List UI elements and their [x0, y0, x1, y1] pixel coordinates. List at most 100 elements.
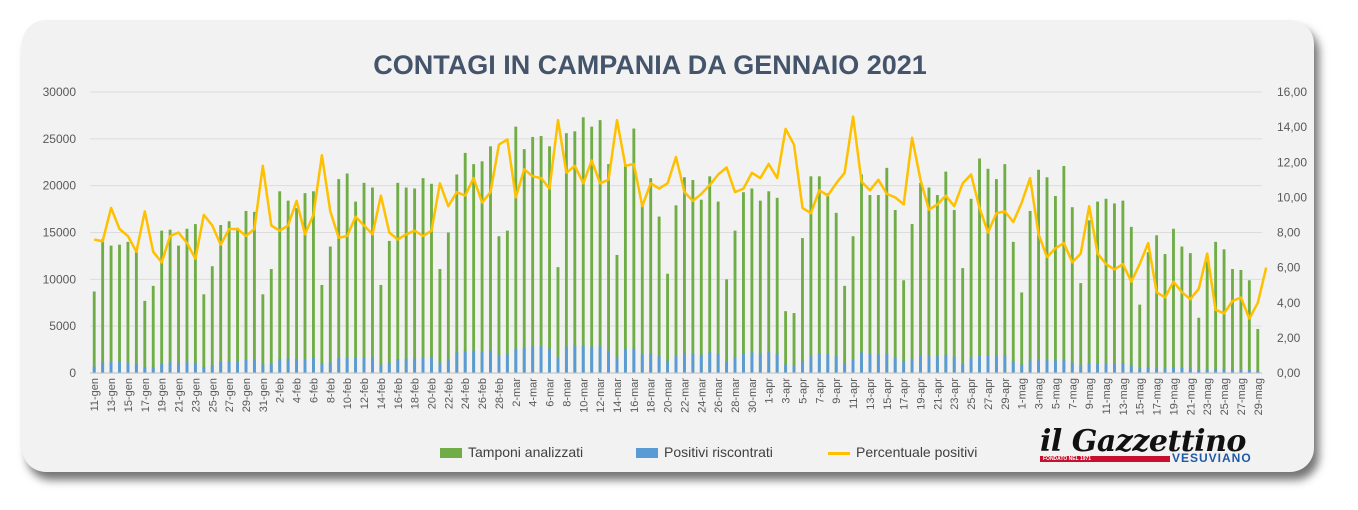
tamponi-bar: [1231, 269, 1234, 373]
tamponi-bar: [421, 178, 425, 373]
tamponi-bar: [379, 284, 383, 373]
chart-title: CONTAGI IN CAMPANIA DA GENNAIO 2021: [373, 50, 927, 80]
positivi-bar: [1121, 363, 1125, 373]
positivi-bar: [472, 350, 476, 373]
positivi-bar: [1003, 355, 1007, 373]
positivi-bar: [1205, 369, 1209, 373]
positivi-bar: [455, 352, 459, 373]
x-tick-label: 19-apr: [916, 378, 928, 410]
x-tick-label: 14-mar: [612, 378, 624, 413]
positivi-bar: [354, 358, 358, 373]
tamponi-bar: [185, 228, 189, 373]
tamponi-bar: [826, 193, 830, 373]
tamponi-bar: [666, 273, 670, 373]
positivi-bar: [851, 359, 855, 373]
positivi-bar: [775, 353, 779, 373]
y-tick-label: 0: [69, 366, 76, 380]
x-tick-label: 26-feb: [477, 378, 489, 409]
y-tick-label: 10000: [43, 272, 77, 286]
tamponi-bar: [699, 199, 703, 373]
x-tick-label: 21-gen: [174, 378, 186, 412]
positivi-bar: [337, 358, 341, 373]
tamponi-bar: [1104, 198, 1108, 373]
tamponi-bar: [817, 176, 821, 373]
positivi-bar: [1104, 363, 1108, 373]
positivi-bar: [1197, 369, 1201, 373]
positivi-bar: [893, 357, 897, 373]
x-tick-label: 21-mag: [1185, 378, 1197, 415]
tamponi-bar: [682, 177, 686, 373]
x-tick-label: 6-feb: [308, 378, 320, 403]
positivi-bar: [1129, 365, 1133, 373]
positivi-bar: [1231, 369, 1234, 373]
positivi-bar: [1062, 359, 1066, 373]
tamponi-bar: [742, 192, 745, 373]
y2-tick-label: 16,00: [1277, 85, 1307, 99]
positivi-bar: [261, 364, 265, 373]
positivi-bar: [430, 357, 433, 373]
tamponi-bar: [834, 212, 838, 373]
x-tick-label: 29-mag: [1253, 378, 1265, 415]
x-tick-label: 17-mag: [1152, 378, 1164, 415]
tamponi-bar: [472, 164, 476, 373]
tamponi-bar: [573, 131, 577, 373]
x-axis: 11-gen 13-gen 15-gen 17-gen 19-gen 21-gen 23-g…: [89, 372, 1265, 415]
tamponi-bar: [1239, 269, 1243, 373]
positivi-bar: [396, 358, 400, 373]
positivi-bar: [1180, 367, 1184, 373]
positivi-bar: [750, 352, 754, 373]
x-tick-label: 2-mar: [511, 378, 523, 407]
tamponi-bar: [227, 221, 231, 373]
x-tick-label: 23-gen: [190, 378, 202, 412]
x-tick-label: 15-apr: [882, 378, 894, 410]
tamponi-bar: [497, 236, 501, 373]
x-tick-label: 21-apr: [932, 378, 944, 410]
x-tick-label: 11-apr: [848, 378, 860, 409]
tamponi-bar: [438, 269, 442, 373]
tamponi-bar: [1053, 195, 1057, 373]
positivi-bar: [640, 354, 644, 373]
x-tick-label: 31-gen: [258, 378, 270, 412]
legend-positivi: Positivi riscontrati: [636, 444, 773, 460]
tamponi-bar: [286, 200, 290, 373]
x-tick-label: 5-mag: [1050, 378, 1062, 409]
positivi-bar: [623, 348, 627, 373]
positivi-bar: [843, 363, 847, 373]
tamponi-bar: [151, 285, 155, 373]
x-tick-label: 25-apr: [966, 378, 978, 410]
tamponi-bar: [691, 180, 695, 373]
positivi-bar: [666, 360, 670, 373]
tamponi-bar: [649, 178, 653, 373]
tamponi-bar: [809, 176, 813, 373]
positivi-bar: [1087, 362, 1091, 373]
tamponi-bar: [387, 240, 391, 373]
positivi-bar: [379, 364, 383, 373]
tamponi-bar: [969, 198, 973, 373]
y2-tick-label: 0,00: [1277, 366, 1301, 380]
x-tick-label: 15-gen: [123, 378, 135, 412]
tamponi-bar: [860, 174, 863, 373]
tamponi-bar: [252, 211, 256, 373]
positivi-bar: [699, 354, 703, 373]
tamponi-bar: [362, 182, 366, 373]
positivi-bar: [320, 363, 324, 373]
x-tick-label: 7-mag: [1067, 378, 1079, 409]
tamponi-bar: [430, 183, 433, 373]
positivi-bar: [312, 358, 315, 373]
x-tick-label: 5-apr: [798, 378, 810, 404]
tamponi-bar: [598, 120, 602, 373]
x-tick-label: 28-feb: [494, 378, 506, 409]
tamponi-bar: [1155, 235, 1159, 373]
positivi-bar: [421, 357, 425, 373]
tamponi-bar: [261, 294, 265, 373]
positivi-bar: [910, 358, 914, 373]
x-tick-label: 3-apr: [781, 378, 793, 404]
positivi-bar: [834, 356, 838, 373]
y2-tick-label: 4,00: [1277, 296, 1301, 310]
tamponi-bar: [607, 164, 610, 373]
legend-swatch-tamponi: [440, 448, 462, 459]
positivi-bar: [1037, 359, 1040, 373]
tamponi-bar: [278, 191, 282, 373]
positivi-bar: [784, 364, 788, 373]
tamponi-bar: [1028, 210, 1032, 373]
